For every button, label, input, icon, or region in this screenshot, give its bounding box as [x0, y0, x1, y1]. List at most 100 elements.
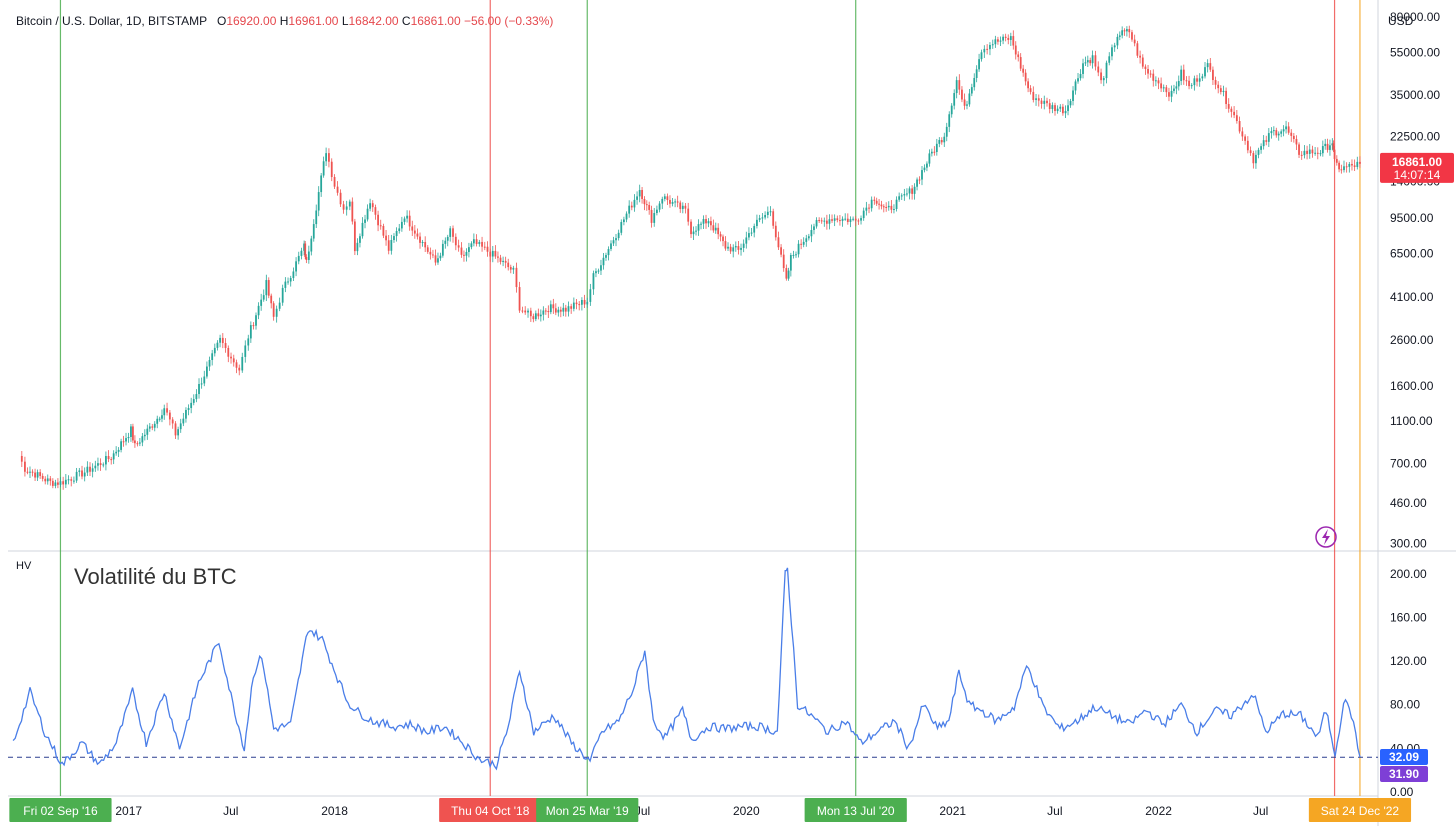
candle	[416, 233, 419, 237]
symbol-label[interactable]: Bitcoin / U.S. Dollar, 1D, BITSTAMP	[16, 14, 207, 28]
candle	[1064, 111, 1067, 114]
candle	[1056, 108, 1059, 112]
candle	[903, 194, 906, 196]
candle	[1287, 126, 1290, 133]
marker-date-tag[interactable]	[804, 798, 907, 822]
candle	[772, 211, 775, 226]
candle	[143, 434, 146, 437]
marker-date-tag[interactable]	[536, 798, 639, 822]
candle	[732, 247, 735, 252]
candle	[943, 136, 946, 143]
bar-countdown: 14:07:14	[1394, 168, 1441, 182]
hv-series-line[interactable]	[12, 567, 1361, 771]
low-label: L	[341, 14, 349, 28]
candle	[292, 271, 295, 279]
candle	[1046, 100, 1048, 104]
candle	[200, 383, 203, 385]
candle	[846, 218, 849, 222]
candle	[454, 236, 457, 246]
candle	[1182, 69, 1185, 81]
candle	[597, 270, 600, 272]
currency-label[interactable]: USD	[1388, 14, 1414, 28]
candle	[247, 338, 250, 346]
candle	[91, 468, 94, 472]
candle	[252, 325, 255, 327]
candle	[364, 219, 366, 223]
candle	[403, 218, 406, 222]
hv-reference-tag[interactable]	[1380, 765, 1428, 782]
hv-indicator-title[interactable]: HV	[16, 560, 32, 572]
candle	[719, 234, 722, 237]
price-tick-label: 1100.00	[1390, 414, 1433, 428]
candle	[168, 412, 171, 420]
candle	[602, 257, 605, 266]
candle	[885, 206, 888, 208]
candle	[893, 208, 895, 210]
candle	[1100, 72, 1102, 81]
candle	[86, 466, 89, 473]
candle	[820, 220, 823, 222]
time-tick-label: 2018	[321, 804, 348, 818]
candle	[617, 232, 620, 239]
hv-current-tag[interactable]	[1380, 748, 1428, 765]
candle	[674, 201, 677, 203]
candle	[426, 247, 429, 252]
candle	[653, 213, 656, 223]
candle	[777, 237, 780, 248]
candle	[408, 215, 411, 227]
candle	[605, 255, 607, 258]
time-tick-label: Jul	[1047, 804, 1062, 818]
candle	[742, 243, 745, 248]
time-tick-label: 2022	[1145, 804, 1172, 818]
candle	[1345, 166, 1348, 168]
candle	[734, 246, 737, 248]
marker-date-tag[interactable]	[9, 798, 112, 822]
last-price-value: 16861.00	[1392, 155, 1442, 169]
candle	[921, 170, 923, 180]
candle	[1340, 169, 1343, 171]
marker-date-tag[interactable]	[1308, 798, 1412, 822]
hv-tick-label: 120.00	[1390, 654, 1427, 668]
candle	[1004, 36, 1007, 38]
candle	[923, 167, 926, 171]
candle	[641, 189, 643, 199]
candle	[572, 302, 575, 309]
marker-date-tag[interactable]	[439, 798, 542, 822]
candle	[656, 209, 658, 214]
candle	[780, 247, 782, 255]
candle	[1233, 111, 1236, 116]
candle	[57, 482, 59, 485]
candle	[424, 242, 427, 248]
candle	[681, 205, 684, 209]
candle	[1074, 81, 1077, 91]
marker-date-label: Mon 13 Jul '20	[817, 804, 895, 818]
candle	[1292, 135, 1295, 140]
lightning-icon[interactable]	[1315, 526, 1337, 548]
candle	[336, 186, 339, 193]
candle	[890, 205, 893, 210]
candle	[1267, 133, 1270, 142]
candle	[224, 343, 227, 348]
candle	[690, 221, 692, 235]
candle	[387, 240, 390, 251]
candle	[1209, 63, 1212, 70]
candle	[758, 218, 761, 220]
candle	[1331, 143, 1334, 146]
candle	[1152, 73, 1155, 81]
candle	[1128, 29, 1131, 33]
candle	[926, 163, 928, 168]
candle	[895, 199, 898, 209]
last-price-tag[interactable]	[1380, 152, 1454, 183]
candle	[439, 255, 442, 259]
candle	[303, 243, 306, 251]
price-tick-label: 460.00	[1390, 496, 1427, 510]
candle	[1007, 37, 1010, 40]
candle	[945, 126, 948, 137]
candle	[610, 243, 612, 250]
candle	[633, 199, 636, 208]
candle	[1270, 131, 1273, 134]
candle	[714, 227, 717, 231]
price-tick-label: 300.00	[1390, 536, 1427, 550]
candle	[44, 478, 47, 482]
candle	[75, 471, 78, 481]
